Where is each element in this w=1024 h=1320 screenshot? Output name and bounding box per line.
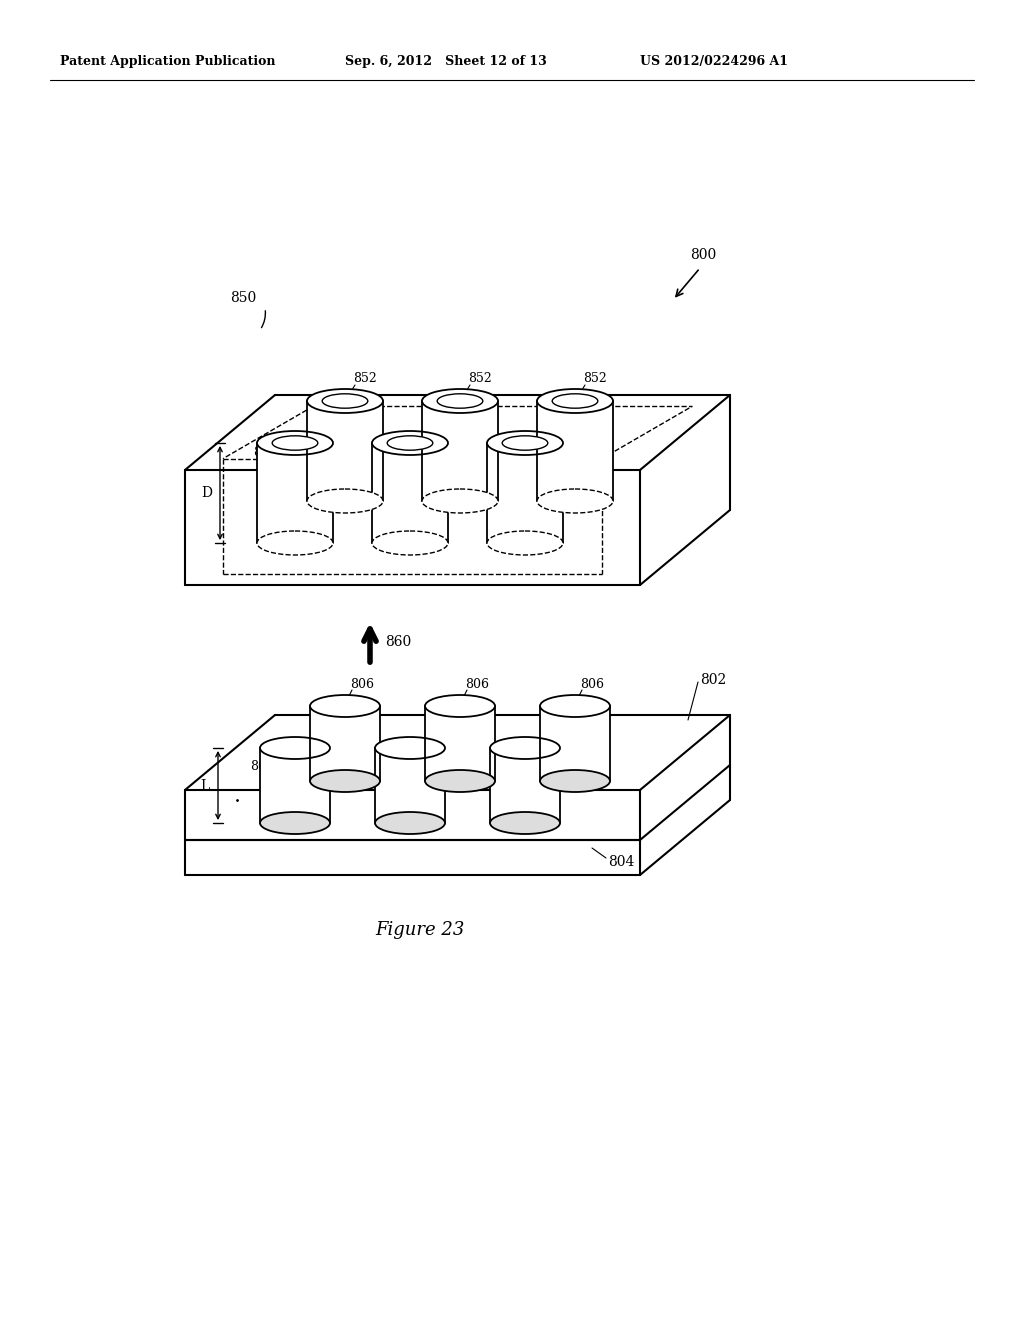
- Ellipse shape: [537, 488, 613, 513]
- Text: 806: 806: [580, 677, 604, 690]
- Ellipse shape: [372, 432, 449, 455]
- Text: 806: 806: [350, 677, 374, 690]
- Bar: [260, 748, 330, 822]
- Bar: [540, 706, 610, 781]
- Text: 802: 802: [700, 673, 726, 686]
- Ellipse shape: [372, 531, 449, 554]
- Text: 860: 860: [385, 635, 412, 649]
- Ellipse shape: [375, 812, 445, 834]
- Text: 852: 852: [368, 446, 392, 459]
- Ellipse shape: [375, 737, 445, 759]
- Text: L: L: [201, 779, 210, 792]
- Bar: [257, 444, 333, 543]
- Ellipse shape: [422, 389, 498, 413]
- Text: 852: 852: [253, 446, 276, 459]
- Text: 804: 804: [608, 855, 635, 869]
- Bar: [375, 748, 445, 822]
- Bar: [307, 401, 383, 502]
- Ellipse shape: [490, 737, 560, 759]
- Text: 800: 800: [690, 248, 716, 261]
- Text: 806: 806: [465, 677, 489, 690]
- Bar: [422, 401, 498, 502]
- Bar: [310, 706, 380, 781]
- Ellipse shape: [502, 436, 548, 450]
- Text: 850: 850: [230, 290, 256, 305]
- Text: 852: 852: [483, 446, 507, 459]
- Ellipse shape: [387, 436, 433, 450]
- Ellipse shape: [425, 696, 495, 717]
- Ellipse shape: [537, 389, 613, 413]
- Ellipse shape: [257, 531, 333, 554]
- Ellipse shape: [310, 696, 380, 717]
- Ellipse shape: [422, 488, 498, 513]
- Ellipse shape: [552, 393, 598, 408]
- Ellipse shape: [487, 531, 563, 554]
- Ellipse shape: [272, 436, 317, 450]
- Ellipse shape: [540, 696, 610, 717]
- Text: US 2012/0224296 A1: US 2012/0224296 A1: [640, 55, 788, 69]
- Text: 806: 806: [250, 759, 274, 772]
- Ellipse shape: [425, 770, 495, 792]
- Ellipse shape: [257, 432, 333, 455]
- Bar: [372, 444, 449, 543]
- Ellipse shape: [323, 393, 368, 408]
- Text: 806: 806: [480, 759, 504, 772]
- Text: Patent Application Publication: Patent Application Publication: [60, 55, 275, 69]
- Text: Figure 23: Figure 23: [376, 921, 465, 939]
- Bar: [487, 444, 563, 543]
- Text: Sep. 6, 2012   Sheet 12 of 13: Sep. 6, 2012 Sheet 12 of 13: [345, 55, 547, 69]
- Text: 806: 806: [365, 759, 389, 772]
- Ellipse shape: [490, 812, 560, 834]
- Text: D: D: [201, 486, 212, 500]
- Ellipse shape: [487, 432, 563, 455]
- Text: 852: 852: [468, 372, 492, 385]
- Ellipse shape: [310, 770, 380, 792]
- Ellipse shape: [307, 389, 383, 413]
- Ellipse shape: [260, 737, 330, 759]
- Bar: [537, 401, 613, 502]
- Bar: [490, 748, 560, 822]
- Ellipse shape: [540, 770, 610, 792]
- Text: 852: 852: [353, 372, 377, 385]
- Ellipse shape: [260, 812, 330, 834]
- Text: 852: 852: [583, 372, 607, 385]
- Ellipse shape: [437, 393, 482, 408]
- Ellipse shape: [307, 488, 383, 513]
- Bar: [425, 706, 495, 781]
